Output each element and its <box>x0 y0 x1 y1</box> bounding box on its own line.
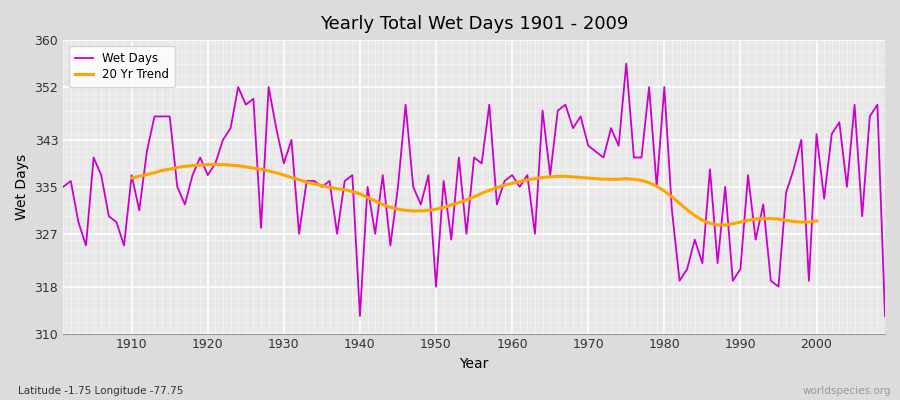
Line: 20 Yr Trend: 20 Yr Trend <box>131 164 816 225</box>
20 Yr Trend <box>529 176 540 181</box>
Text: Latitude -1.75 Longitude -77.75: Latitude -1.75 Longitude -77.75 <box>18 386 184 396</box>
Wet Days <box>332 232 343 236</box>
20 Yr Trend <box>712 222 723 227</box>
20 Yr Trend <box>126 176 137 180</box>
20 Yr Trend <box>720 222 731 227</box>
20 Yr Trend <box>293 178 304 182</box>
Wet Days <box>514 184 525 189</box>
Wet Days <box>606 126 616 130</box>
Wet Days <box>119 243 130 248</box>
20 Yr Trend <box>804 220 814 224</box>
Wet Days <box>879 314 890 318</box>
Wet Days <box>355 314 365 318</box>
Title: Yearly Total Wet Days 1901 - 2009: Yearly Total Wet Days 1901 - 2009 <box>320 15 628 33</box>
20 Yr Trend <box>202 162 213 167</box>
20 Yr Trend <box>218 162 229 167</box>
Wet Days <box>621 61 632 66</box>
Y-axis label: Wet Days: Wet Days <box>15 154 29 220</box>
Legend: Wet Days, 20 Yr Trend: Wet Days, 20 Yr Trend <box>69 46 175 87</box>
X-axis label: Year: Year <box>459 357 489 371</box>
Wet Days <box>507 173 517 178</box>
Text: worldspecies.org: worldspecies.org <box>803 386 891 396</box>
Wet Days <box>286 138 297 142</box>
20 Yr Trend <box>811 218 822 223</box>
20 Yr Trend <box>309 182 320 186</box>
Wet Days <box>58 184 68 189</box>
Line: Wet Days: Wet Days <box>63 64 885 316</box>
